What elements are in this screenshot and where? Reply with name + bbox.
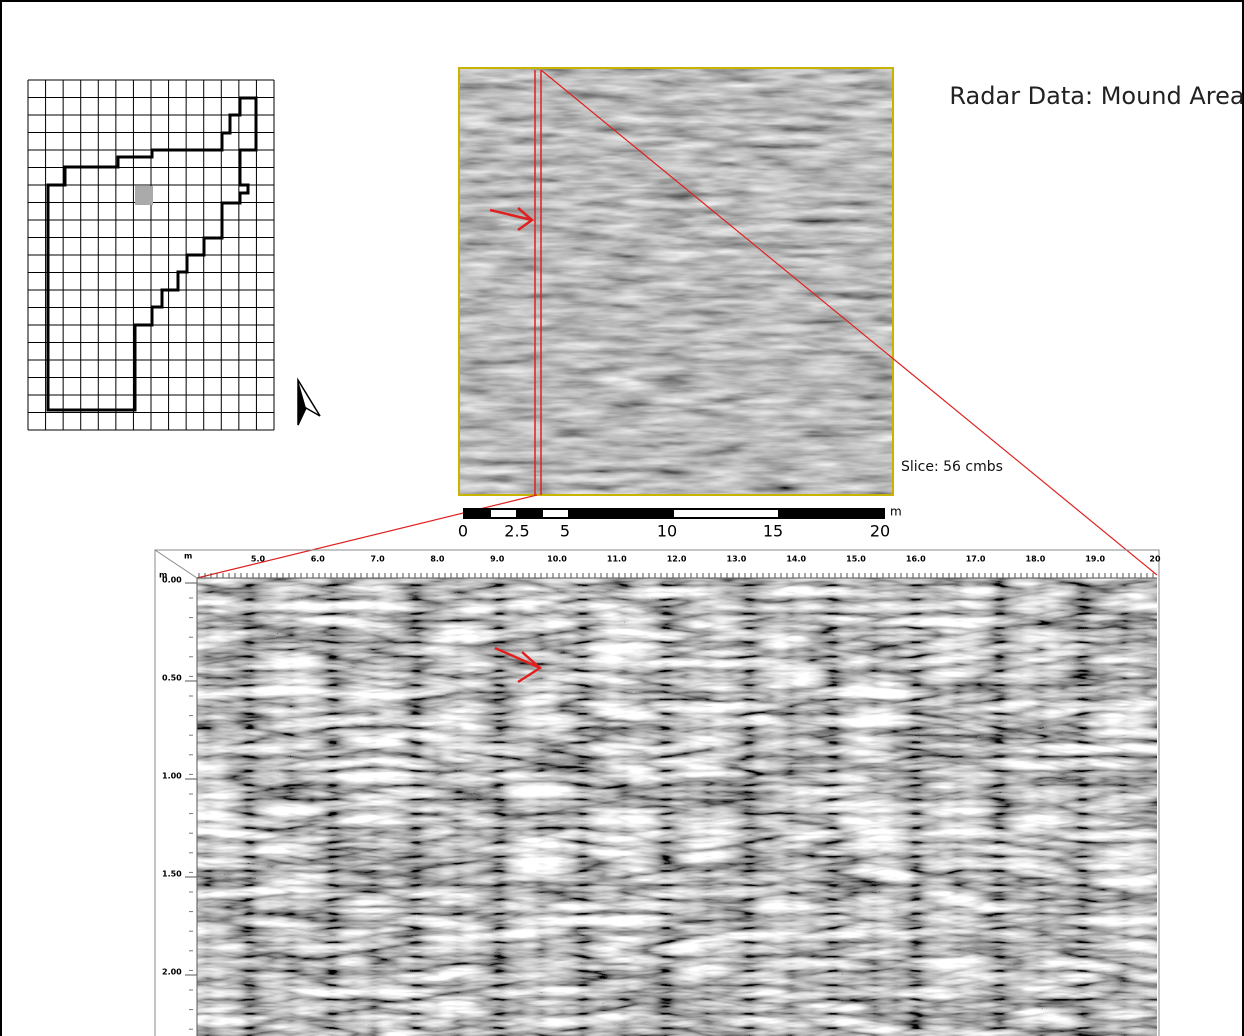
scale-label: 0 (458, 522, 468, 541)
x-tick-label: 9.0 (490, 555, 505, 564)
axis-corner (154, 549, 198, 579)
feature-arrow (494, 646, 543, 684)
site-grid (27, 79, 275, 431)
x-tick-label: 12.0 (667, 555, 687, 564)
profile-frame (154, 549, 1160, 1036)
feature-arrow (489, 207, 535, 232)
x-tick-label: 14.0 (786, 555, 806, 564)
mound-outline (46, 96, 258, 412)
x-tick-label: 19.0 (1085, 555, 1105, 564)
y-tick-label: 2.00 (162, 968, 182, 977)
scale-labels: 0 2.5 5 10 15 20 (458, 522, 890, 541)
x-tick-label: 16.0 (906, 555, 926, 564)
zoom-line (540, 69, 1158, 576)
scale-bar-segment (674, 510, 778, 517)
scale-label: 10 (657, 522, 677, 541)
x-tick-label: 18.0 (1026, 555, 1046, 564)
x-tick-label: 17.0 (966, 555, 986, 564)
y-unit: m (159, 571, 167, 580)
y-tick-label: 0.00 (162, 576, 182, 585)
scale-bar-segment (543, 510, 568, 517)
slice-border (458, 67, 894, 496)
x-tick-label: 13.0 (727, 555, 747, 564)
x-tick-label: 5.0 (251, 555, 266, 564)
y-tick-label: 0.50 (162, 674, 182, 683)
scale-label: 20 (870, 522, 890, 541)
slice-caption: Slice: 56 cmbs (901, 459, 1003, 475)
x-tick-label: 11.0 (607, 555, 627, 564)
scale-label: 15 (763, 522, 783, 541)
zoom-line (196, 494, 538, 579)
x-unit: m (184, 552, 192, 561)
x-tick-label: 8.0 (430, 555, 445, 564)
x-tick-label: 15.0 (846, 555, 866, 564)
north-arrow-half (298, 380, 306, 425)
scale-unit: m (890, 505, 902, 519)
scale-label: 2.5 (504, 522, 529, 541)
scale-label: 5 (560, 522, 570, 541)
x-tick-label: 20 (1149, 555, 1161, 564)
profile-axes: 5.0 6.0 7.0 8.0 9.0 10.0 11.0 12.0 13.0 14.0 15.0 1… (162, 555, 1161, 1030)
slice-image (459, 68, 893, 495)
x-tick-label: 7.0 (371, 555, 386, 564)
scale-bar-segment (491, 510, 516, 517)
y-tick-label: 1.00 (162, 772, 182, 781)
figure-title: Radar Data: Mound Area (949, 82, 1244, 110)
x-tick-label: 10.0 (547, 555, 567, 564)
x-tick-label: 6.0 (311, 555, 326, 564)
grid-highlight (135, 186, 153, 205)
y-tick-label: 1.50 (162, 870, 182, 879)
profile-image (197, 578, 1157, 1036)
